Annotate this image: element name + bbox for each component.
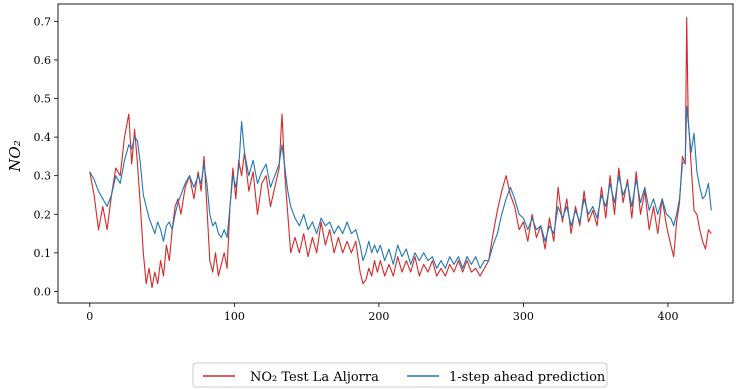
y-axis-ticks: 0.0 0.1 0.2 0.3 0.4 0.5 0.6 0.7 <box>34 15 58 298</box>
y-tick-label: 0.4 <box>34 131 52 144</box>
series-no2-test-line <box>89 16 712 289</box>
x-tick-label: 200 <box>368 310 389 323</box>
plot-area-frame <box>57 3 734 304</box>
y-tick-label: 0.7 <box>34 15 52 28</box>
y-tick-label: 0.6 <box>34 54 52 67</box>
x-tick-label: 0 <box>86 310 93 323</box>
y-tick-label: 0.5 <box>34 93 52 106</box>
x-axis-ticks: 0 100 200 300 400 <box>86 303 678 323</box>
legend-label-no2-test: NO₂ Test La Aljorra <box>250 370 379 385</box>
legend-label-prediction: 1-step ahead prediction <box>449 370 606 385</box>
series-layer <box>89 16 712 289</box>
y-tick-label: 0.2 <box>34 208 52 221</box>
y-tick-label: 0.3 <box>34 170 52 183</box>
x-tick-label: 100 <box>224 310 245 323</box>
x-tick-label: 300 <box>513 310 534 323</box>
legend: NO₂ Test La Aljorra 1-step ahead predict… <box>192 362 608 388</box>
x-tick-label: 400 <box>657 310 678 323</box>
y-tick-label: 0.1 <box>34 247 52 260</box>
y-axis-label: NO₂ <box>6 140 24 172</box>
series-prediction-line <box>89 105 712 269</box>
y-tick-label: 0.0 <box>34 285 52 298</box>
legend-box <box>192 362 608 388</box>
